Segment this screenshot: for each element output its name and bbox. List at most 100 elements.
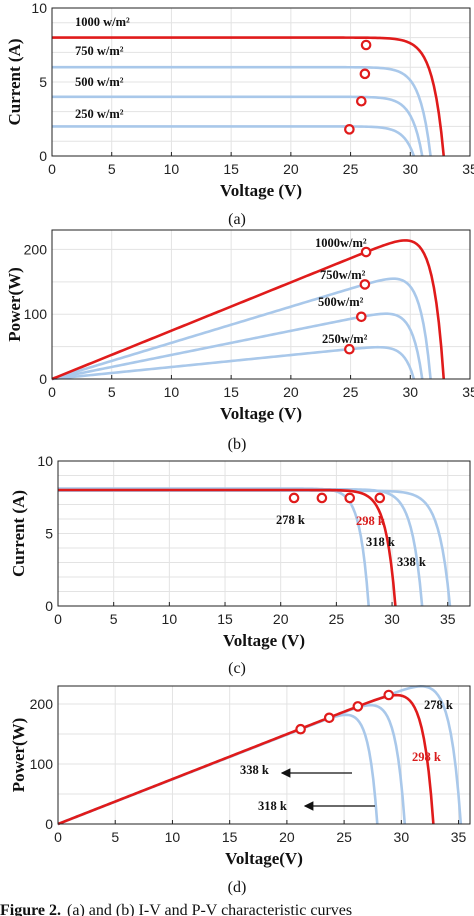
series-annotation: 278 k bbox=[276, 513, 305, 527]
series-annotation: 338 k bbox=[240, 763, 269, 777]
y-axis-label: Current (A) bbox=[9, 490, 28, 577]
mpp-marker-point bbox=[359, 68, 371, 80]
y-axis-label: Current (A) bbox=[5, 38, 24, 125]
x-tick-label: 25 bbox=[343, 161, 359, 177]
series-annotation: 500 w/m² bbox=[75, 75, 124, 89]
mpp-marker-point bbox=[374, 492, 386, 504]
x-tick-label: 30 bbox=[402, 161, 418, 177]
x-tick-label: 25 bbox=[336, 829, 352, 845]
x-axis-label: Voltage (V) bbox=[220, 404, 302, 423]
y-tick-label: 0 bbox=[39, 371, 47, 387]
y-tick-label: 200 bbox=[24, 241, 48, 257]
x-tick-label: 15 bbox=[222, 829, 238, 845]
x-tick-label: 0 bbox=[48, 161, 56, 177]
x-tick-label: 10 bbox=[165, 829, 181, 845]
series-annotation: 250w/m² bbox=[322, 332, 368, 346]
x-tick-label: 10 bbox=[164, 384, 180, 400]
caption-text: (a) and (b) I-V and P-V characteristic c… bbox=[67, 902, 352, 916]
y-tick-label: 100 bbox=[30, 756, 54, 772]
mpp-marker-point bbox=[383, 689, 395, 701]
y-tick-label: 5 bbox=[39, 74, 47, 90]
x-tick-label: 35 bbox=[462, 161, 474, 177]
x-tick-label: 20 bbox=[283, 384, 299, 400]
panel-label: (d) bbox=[228, 879, 247, 896]
series-line-1000w-m- bbox=[51, 239, 446, 381]
x-tick-label: 0 bbox=[54, 611, 62, 627]
series-annotation: 318 k bbox=[366, 535, 395, 549]
mpp-marker-point bbox=[316, 492, 328, 504]
series-annotation: 750 w/m² bbox=[75, 44, 124, 58]
series-line-1000-w-m- bbox=[52, 36, 446, 157]
series-annotation: 500w/m² bbox=[318, 295, 364, 309]
mpp-marker-point bbox=[360, 246, 372, 258]
caption-label: Figure 2. bbox=[0, 902, 61, 916]
x-tick-label: 35 bbox=[440, 611, 456, 627]
mpp-marker-point bbox=[344, 492, 356, 504]
mpp-marker-point bbox=[360, 39, 372, 51]
x-axis-label: Voltage (V) bbox=[223, 631, 305, 650]
x-tick-label: 0 bbox=[48, 384, 56, 400]
x-tick-label: 5 bbox=[110, 611, 118, 627]
x-tick-label: 30 bbox=[394, 829, 410, 845]
x-tick-label: 5 bbox=[108, 384, 116, 400]
y-axis-label: Power(W) bbox=[9, 718, 28, 793]
mpp-marker-point bbox=[344, 124, 355, 135]
mpp-marker-point bbox=[352, 701, 364, 712]
series-line-338-k bbox=[57, 713, 379, 826]
x-tick-label: 20 bbox=[273, 611, 289, 627]
mpp-marker-point bbox=[295, 723, 306, 735]
series-line-298-k bbox=[58, 488, 397, 607]
series-annotation: 278 k bbox=[424, 698, 453, 712]
plot-frame bbox=[51, 7, 471, 157]
panel-label: (b) bbox=[228, 436, 247, 453]
mpp-marker-point bbox=[288, 492, 300, 504]
mpp-marker-point bbox=[356, 95, 367, 107]
x-tick-label: 30 bbox=[384, 611, 400, 627]
x-tick-label: 10 bbox=[164, 161, 180, 177]
plot-frame bbox=[57, 685, 471, 825]
series-annotation: 250 w/m² bbox=[75, 107, 124, 121]
x-tick-label: 35 bbox=[462, 384, 474, 400]
figure-caption: Figure 2. (a) and (b) I-V and P-V charact… bbox=[0, 902, 352, 916]
x-tick-label: 35 bbox=[451, 829, 467, 845]
y-tick-label: 0 bbox=[45, 598, 53, 614]
mpp-marker-point bbox=[356, 311, 367, 323]
mpp-marker-point bbox=[344, 343, 355, 355]
x-tick-label: 20 bbox=[279, 829, 295, 845]
series-annotation: 750w/m² bbox=[320, 268, 366, 282]
series-annotation: 318 k bbox=[258, 799, 287, 813]
mpp-marker-point bbox=[359, 279, 371, 290]
x-tick-label: 25 bbox=[343, 384, 359, 400]
series-annotation: 298 k bbox=[356, 514, 385, 528]
x-tick-label: 5 bbox=[108, 161, 116, 177]
plot-frame bbox=[57, 460, 471, 607]
series-line-750-w-m- bbox=[52, 65, 432, 157]
y-tick-label: 10 bbox=[37, 453, 53, 469]
y-tick-label: 5 bbox=[45, 526, 53, 542]
x-tick-label: 20 bbox=[283, 161, 299, 177]
x-axis-label: Voltage(V) bbox=[225, 849, 303, 868]
chart-panel-b: 0 5 10 15 20 25 30 35 0 100 200 Voltage (V) Power(W)… bbox=[5, 229, 474, 453]
x-tick-label: 30 bbox=[402, 384, 418, 400]
x-tick-label: 15 bbox=[217, 611, 233, 627]
x-axis-label: Voltage (V) bbox=[220, 181, 302, 200]
series-annotation: 1000 w/m² bbox=[75, 15, 130, 29]
chart-panel-d: 0 5 10 15 20 25 30 35 0 100 200 Voltage(V) Power(W) 2… bbox=[9, 685, 471, 896]
series-line-298-k bbox=[57, 693, 435, 826]
y-tick-label: 0 bbox=[39, 148, 47, 164]
y-axis-label: Power(W) bbox=[5, 267, 24, 342]
panel-label: (a) bbox=[228, 211, 246, 228]
series-annotation: 338 k bbox=[397, 555, 426, 569]
y-tick-label: 10 bbox=[31, 0, 47, 16]
y-tick-label: 100 bbox=[24, 306, 48, 322]
mpp-marker-point bbox=[323, 712, 335, 724]
x-tick-label: 5 bbox=[111, 829, 119, 845]
x-tick-label: 15 bbox=[223, 384, 239, 400]
series-annotation: 298 k bbox=[412, 750, 441, 764]
y-tick-label: 200 bbox=[30, 696, 54, 712]
series-line-750w-m- bbox=[51, 277, 432, 381]
y-tick-label: 0 bbox=[45, 816, 53, 832]
chart-panel-c: 0 5 10 15 20 25 30 35 0 5 10 Voltage (V) Current (A)… bbox=[9, 453, 471, 677]
x-tick-label: 10 bbox=[162, 611, 178, 627]
